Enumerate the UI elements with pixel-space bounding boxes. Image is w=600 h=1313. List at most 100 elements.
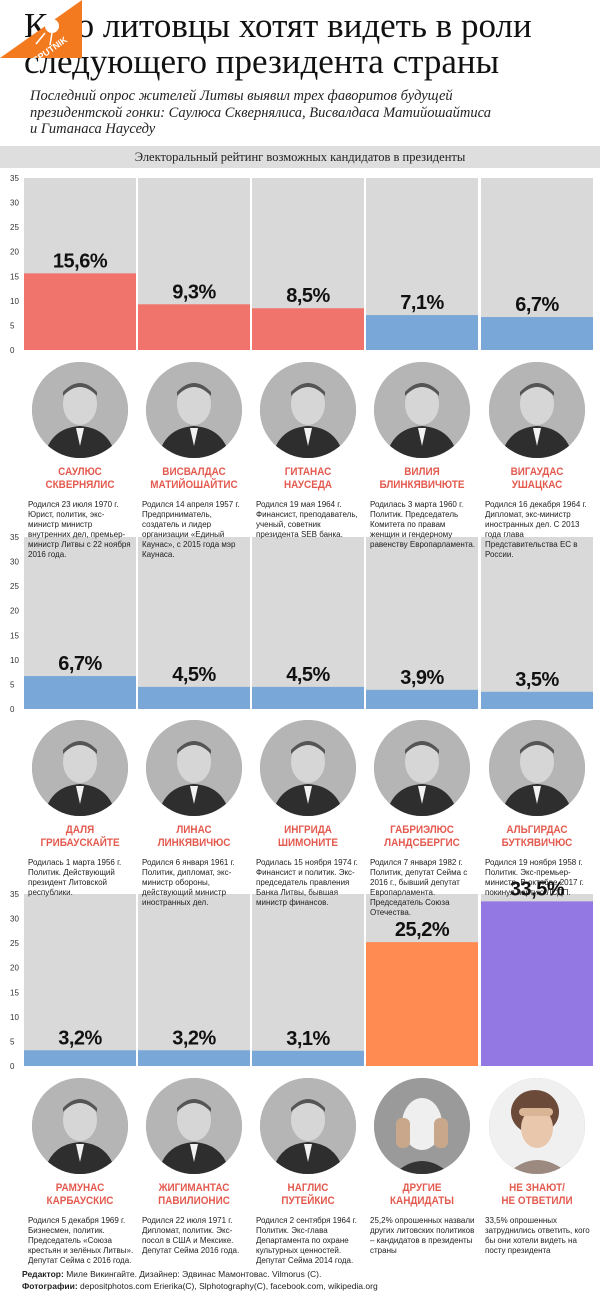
- y-tick-label: 5: [10, 1037, 15, 1046]
- bar: [481, 317, 593, 350]
- candidate-card: ГАБРИЭЛЮС ЛАНДСБЕРГИС Родился 7 января 19…: [368, 720, 476, 918]
- y-tick-label: 10: [10, 297, 19, 306]
- bar-value-label: 25,2%: [395, 919, 450, 941]
- y-tick-label: 30: [10, 199, 19, 208]
- person-photo: [146, 720, 242, 816]
- candidate-bio: Родился 19 мая 1964 г. Финансист, препод…: [256, 500, 358, 539]
- bar-value-label: 33,5%: [510, 878, 565, 900]
- masked-person-photo: [374, 1078, 470, 1174]
- bar-value-label: 7,1%: [400, 292, 444, 314]
- person-photo: [146, 1078, 242, 1174]
- credits-editor-text: Миле Викингайте. Дизайнер: Эдвинас Мамон…: [66, 1269, 322, 1279]
- y-tick-label: 25: [10, 939, 19, 948]
- chart-panel-2: 0 5 10 15 20 25 30 35 6,7% 4,5% 4,5% 3,9% 3,5%: [10, 533, 593, 714]
- candidate-name: ДАЛЯ ГРИБАУСКАЙТЕ: [40, 824, 120, 849]
- y-tick-label: 35: [10, 533, 19, 542]
- candidate-card: ЛИНАС ЛИНКЯВИЧЮС Родился 6 января 1961 г.…: [140, 720, 248, 908]
- y-tick-label: 35: [10, 890, 19, 899]
- bar: [366, 315, 478, 350]
- person-photo: [489, 720, 585, 816]
- candidate-name: ДРУГИЕ КАНДИДАТЫ: [390, 1182, 454, 1207]
- person-photo: [260, 362, 356, 458]
- candidate-card: ГИТАНАС НАУСЕДА Родился 19 мая 1964 г. Фи…: [254, 362, 362, 540]
- bar: [138, 686, 250, 709]
- bar-background: [138, 894, 250, 1066]
- y-tick-label: 20: [10, 248, 19, 257]
- person-photo: [374, 720, 470, 816]
- bar: [366, 689, 478, 709]
- candidate-bio: Родился 23 июля 1970 г. Юрист, политик, …: [28, 500, 131, 559]
- candidate-card: НАГЛИС ПУТЕЙКИС Родился 2 сентября 1964 г…: [254, 1078, 362, 1266]
- sputnik-logo: SPUTNIK: [0, 0, 82, 58]
- candidate-name: ИНГРИДА ШИМОНИТЕ: [278, 824, 338, 849]
- person-photo: [146, 362, 242, 458]
- candidate-name: ВИГАУДАС УШАЦКАС: [510, 466, 564, 491]
- y-tick-label: 15: [10, 988, 19, 997]
- bar-background: [252, 894, 364, 1066]
- bar: [24, 273, 136, 350]
- page-title: Кого литовцы хотят видеть в роли следующ…: [24, 6, 532, 81]
- y-tick-label: 15: [10, 631, 19, 640]
- y-tick-label: 0: [10, 1062, 15, 1071]
- candidate-card: ИНГРИДА ШИМОНИТЕ Родилась 15 ноября 1974 …: [254, 720, 362, 908]
- candidate-name: НАГЛИС ПУТЕЙКИС: [281, 1182, 335, 1207]
- bar: [252, 1050, 364, 1066]
- credits: Редактор: Миле Викингайте. Дизайнер: Эдв…: [22, 1268, 462, 1292]
- bar: [138, 304, 250, 350]
- y-tick-label: 20: [10, 964, 19, 973]
- candidate-bio: 25,2% опрошенных назвали других литовски…: [370, 1216, 475, 1255]
- bar-value-label: 6,7%: [515, 294, 559, 316]
- candidate-bio: Родился 19 ноября 1958 г. Политик. Экс-п…: [485, 858, 584, 897]
- candidate-name: АЛЬГИРДАС БУТКЯВИЧЮС: [501, 824, 573, 849]
- candidate-name: НЕ ЗНАЮТ/ НЕ ОТВЕТИЛИ: [501, 1182, 573, 1207]
- person-photo: [260, 1078, 356, 1174]
- candidate-name: ЛИНАС ЛИНКЯВИЧЮС: [157, 824, 231, 849]
- bar-value-label: 8,5%: [286, 285, 330, 307]
- bar-value-label: 3,9%: [400, 667, 444, 689]
- candidate-card: ДАЛЯ ГРИБАУСКАЙТЕ Родилась 1 марта 1956 г…: [26, 720, 134, 898]
- y-tick-label: 30: [10, 915, 19, 924]
- candidate-card: ЖИГИМАНТАС ПАВИЛИОНИС Родился 22 июля 197…: [140, 1078, 248, 1256]
- y-tick-label: 30: [10, 558, 19, 567]
- y-tick-label: 0: [10, 346, 15, 355]
- bar: [138, 1050, 250, 1066]
- bar-background: [138, 537, 250, 709]
- bar-value-label: 3,5%: [515, 669, 559, 691]
- y-tick-label: 35: [10, 174, 19, 183]
- bar-background: [366, 537, 478, 709]
- person-photo: [32, 720, 128, 816]
- candidate-bio: Родился 22 июля 1971 г. Дипломат, полити…: [142, 1216, 240, 1255]
- candidate-card: ВИСВАЛДАС МАТИЙОШАЙТИС Родился 14 апреля …: [140, 362, 248, 560]
- y-tick-label: 10: [10, 656, 19, 665]
- candidate-card: ДРУГИЕ КАНДИДАТЫ 25,2% опрошенных назвали…: [368, 1078, 476, 1256]
- candidate-bio: Родился 16 декабря 1964 г. Дипломат, экс…: [485, 500, 587, 559]
- bar: [366, 942, 478, 1066]
- page-subtitle: Последний опрос жителей Литвы выявил тре…: [30, 88, 491, 137]
- bar-value-label: 15,6%: [53, 250, 108, 272]
- candidate-name: ВИСВАЛДАС МАТИЙОШАЙТИС: [150, 466, 238, 491]
- candidate-bio: Родился 14 апреля 1957 г. Предпринимател…: [142, 500, 240, 559]
- chart-panel-3: 0 5 10 15 20 25 30 35 3,2% 3,2% 3,1% 25,2% 33,5%: [10, 878, 593, 1071]
- person-photo: [489, 362, 585, 458]
- y-tick-label: 5: [10, 680, 15, 689]
- bar-value-label: 4,5%: [286, 664, 330, 686]
- candidate-bio: Родилась 1 марта 1956 г. Политик. Действ…: [28, 858, 122, 897]
- chart-panel-1: 0 5 10 15 20 25 30 35 15,6% 9,3% 8,5% 7,1% 6,7%: [10, 174, 593, 355]
- candidate-bio: Родился 6 января 1961 г. Политик, диплом…: [142, 858, 235, 907]
- person-photo: [374, 362, 470, 458]
- candidate-name: ВИЛИЯ БЛИНКЯВИЧЮТЕ: [379, 466, 465, 491]
- bar: [481, 691, 593, 709]
- y-tick-label: 20: [10, 607, 19, 616]
- candidate-card: АЛЬГИРДАС БУТКЯВИЧЮС Родился 19 ноября 19…: [483, 720, 591, 898]
- bar-background: [481, 537, 593, 709]
- y-tick-label: 25: [10, 223, 19, 232]
- bar-value-label: 3,2%: [172, 1027, 216, 1049]
- credits-editor-label: Редактор:: [22, 1269, 64, 1279]
- person-photo: [32, 362, 128, 458]
- bar-value-label: 3,1%: [286, 1028, 330, 1050]
- bar: [481, 901, 593, 1066]
- y-tick-label: 15: [10, 272, 19, 281]
- candidate-card: НЕ ЗНАЮТ/ НЕ ОТВЕТИЛИ 33,5% опрошенных за…: [483, 1078, 591, 1256]
- candidate-card: РАМУНАС КАРБАУСКИС Родился 5 декабря 1969…: [26, 1078, 134, 1266]
